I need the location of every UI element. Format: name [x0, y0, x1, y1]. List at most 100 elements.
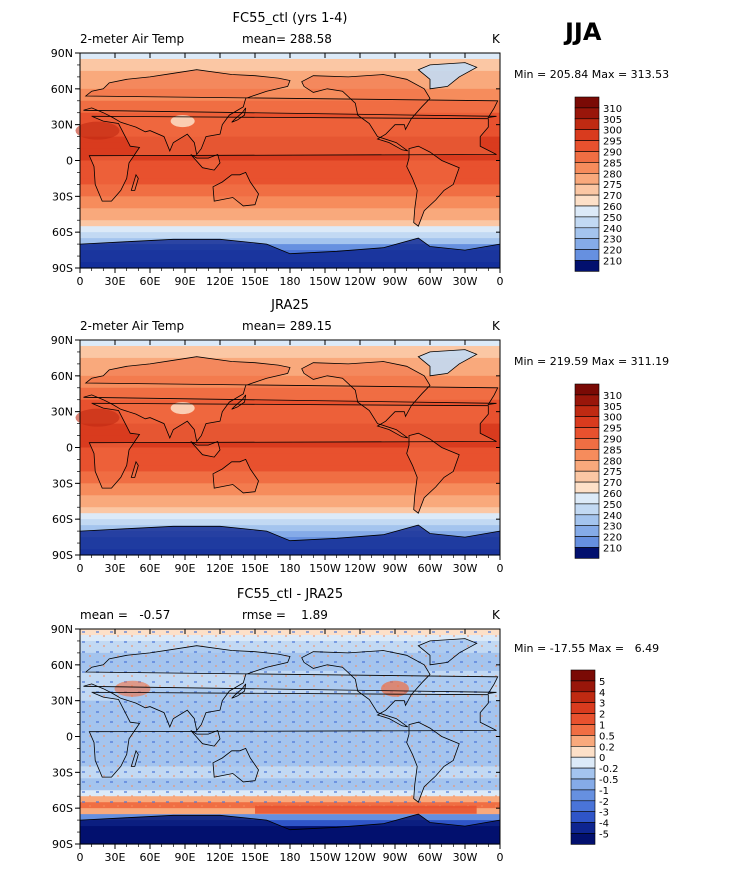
y-tick-label: 60S — [52, 226, 73, 239]
continent-fill — [406, 146, 460, 227]
x-tick-label: 150W — [309, 851, 341, 864]
lat-band — [80, 190, 500, 197]
coastline — [417, 638, 478, 666]
lat-band — [80, 244, 500, 251]
colorbar-swatch — [574, 536, 600, 548]
y-tick-label: 90N — [51, 623, 73, 636]
x-tick-label: 150E — [241, 562, 269, 575]
panel-diff-rmse: rmse = 1.89 — [242, 608, 328, 622]
colorbar-label: -0.5 — [599, 775, 619, 786]
colorbar-swatch — [570, 822, 596, 834]
x-tick-label: 150W — [309, 275, 341, 288]
colorbar-swatch — [570, 811, 596, 823]
coastline — [231, 107, 247, 123]
na-warm — [381, 680, 409, 697]
x-tick-label: 0 — [77, 275, 84, 288]
lat-band — [80, 82, 500, 90]
lat-band — [80, 501, 500, 508]
y-tick-label: 90S — [52, 549, 73, 562]
x-tick-label: 90E — [175, 275, 196, 288]
colorbar-label: 300 — [603, 126, 622, 137]
colorbar-swatch — [574, 249, 600, 261]
x-tick-label: 120E — [206, 562, 234, 575]
colorbar-swatch — [574, 107, 600, 120]
y-tick-label: 60N — [51, 659, 73, 672]
colorbar-swatch — [574, 492, 600, 505]
colorbar-label: 310 — [603, 104, 622, 115]
colorbar-label: 270 — [603, 478, 622, 489]
y-tick-label: 90N — [51, 47, 73, 60]
colorbar-swatch — [570, 767, 596, 780]
panel-model-units: K — [492, 32, 501, 46]
colorbar-swatch — [574, 460, 600, 472]
colorbar-swatch — [574, 162, 600, 174]
colorbar-label: 1 — [599, 721, 605, 732]
y-tick-label: 0 — [66, 731, 73, 744]
colorbar-swatch — [570, 702, 596, 714]
colorbar-label: 230 — [603, 522, 622, 533]
colorbar-swatch — [574, 525, 600, 537]
colorbar-label: -1 — [599, 786, 609, 797]
colorbar-label: 300 — [603, 413, 622, 424]
continent-fill — [80, 814, 500, 844]
panel-obs-map: 0 30E 60E 90E 120E 150E 180 150W 120W 90W 60W 30W 09… — [51, 334, 504, 575]
y-tick-label: 30N — [51, 695, 73, 708]
colorbar-swatch — [574, 470, 600, 483]
tibet-plateau — [170, 402, 195, 415]
panel-model-colorbar: 3103053002952902852802752702602502402302… — [574, 96, 622, 272]
colorbar-swatch — [574, 383, 600, 396]
x-tick-label: 120E — [206, 275, 234, 288]
y-tick-label: 30N — [51, 406, 73, 419]
colorbar-swatch — [570, 713, 596, 725]
lat-band — [80, 495, 500, 502]
coastline — [301, 361, 431, 439]
colorbar-swatch — [574, 173, 600, 185]
lat-band — [80, 465, 500, 472]
continent-fill — [89, 403, 497, 489]
colorbar-label: -4 — [599, 819, 609, 830]
colorbar-label: 240 — [603, 224, 622, 235]
lat-band — [80, 357, 500, 365]
colorbar-label: 270 — [603, 191, 622, 202]
x-tick-label: 90E — [175, 562, 196, 575]
coastline — [190, 153, 221, 171]
x-tick-label: 150W — [309, 562, 341, 575]
colorbar-swatch — [570, 680, 596, 693]
coastline — [130, 173, 139, 191]
lat-band — [80, 64, 500, 72]
lat-band — [80, 226, 500, 233]
continent-fill — [131, 461, 139, 478]
lat-band — [80, 351, 500, 359]
colorbar-label: 295 — [603, 424, 622, 435]
y-tick-label: 60N — [51, 83, 73, 96]
colorbar-swatch — [570, 735, 596, 747]
panel-model: FC55_ctl (yrs 1-4) 2-meter Air Temp mean… — [51, 11, 669, 288]
lat-band — [80, 447, 500, 455]
panel-diff: FC55_ctl - JRA25 mean = -0.57 rmse = 1.8… — [51, 587, 659, 864]
panel-diff-title: FC55_ctl - JRA25 — [237, 587, 343, 602]
y-tick-label: 90S — [52, 838, 73, 851]
colorbar-label: 230 — [603, 235, 622, 246]
continent-fill — [406, 433, 460, 514]
lat-band — [80, 531, 500, 538]
coastline — [417, 62, 478, 90]
panel-diff-minmax: Min = -17.55 Max = 6.49 — [514, 642, 659, 655]
coastline — [301, 650, 431, 728]
y-tick-label: 30S — [52, 190, 73, 203]
continent-fill — [418, 349, 477, 376]
coastline — [88, 691, 497, 778]
colorbar-label: -0.2 — [599, 764, 619, 775]
colorbar-swatch — [570, 724, 596, 736]
lat-band — [80, 196, 500, 203]
lat-band — [80, 70, 500, 78]
colorbar-label: 305 — [603, 402, 622, 413]
panel-diff-mean: mean = -0.57 — [80, 608, 170, 622]
colorbar-label: 5 — [599, 677, 605, 688]
lat-band — [80, 375, 500, 383]
colorbar-label: 3 — [599, 699, 605, 710]
y-tick-label: 90S — [52, 262, 73, 275]
panel-model-variable: 2-meter Air Temp — [80, 32, 184, 46]
colorbar-swatch — [574, 216, 600, 229]
southern-ocean-warm — [255, 805, 477, 814]
x-tick-label: 30E — [105, 851, 126, 864]
